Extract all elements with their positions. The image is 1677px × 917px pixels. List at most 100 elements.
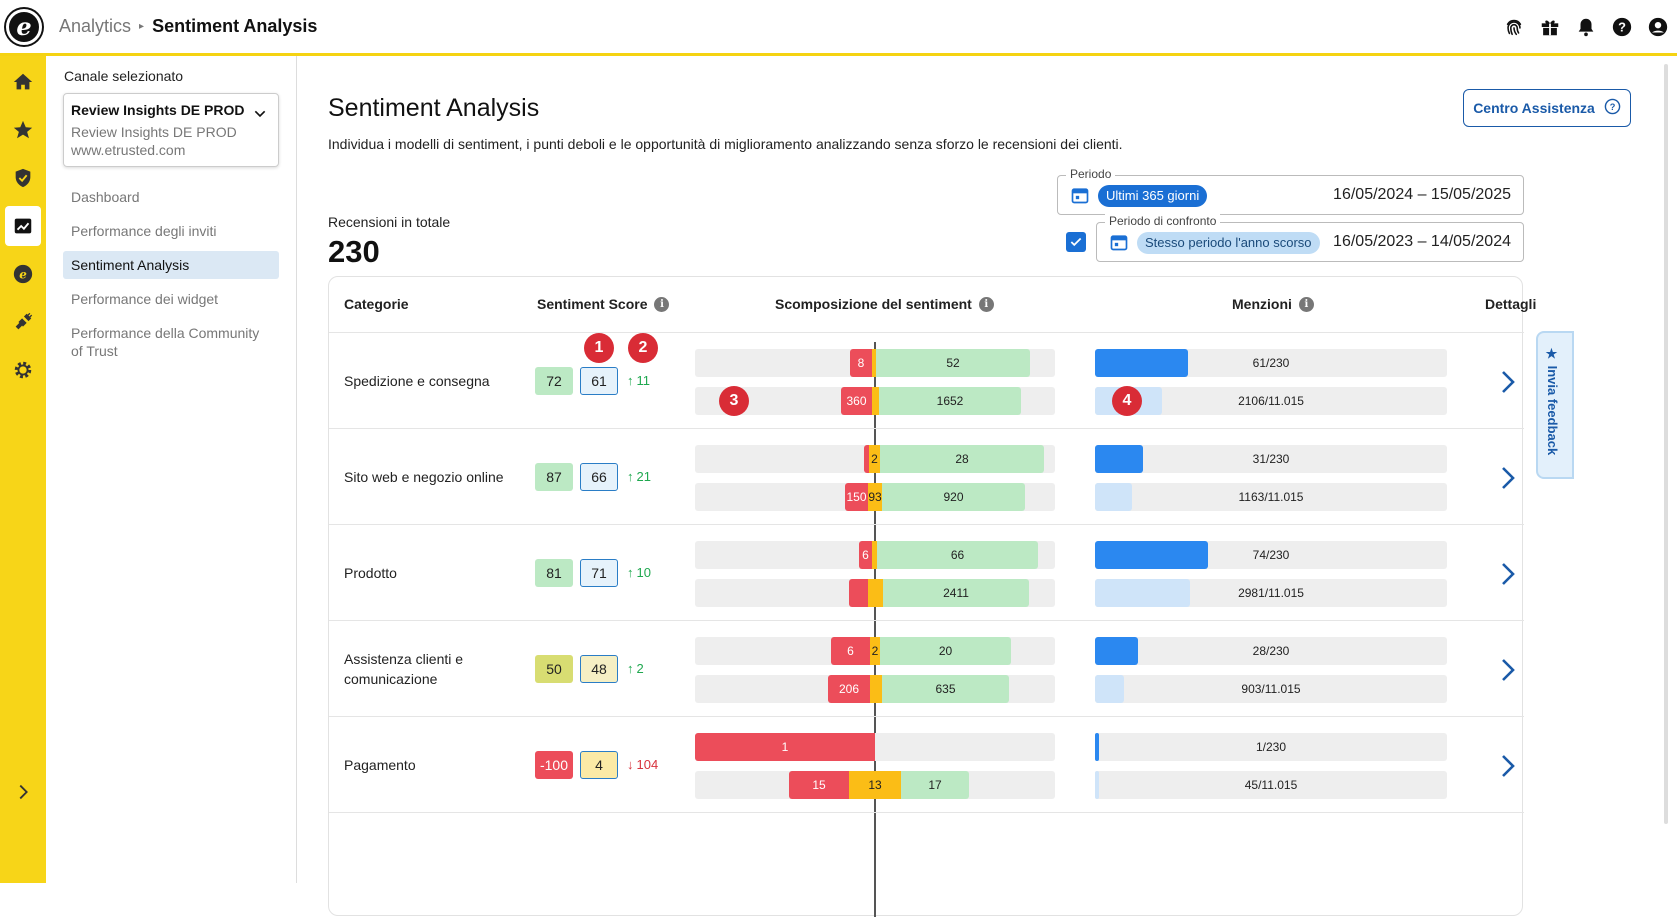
arrow-up-icon: ↑: [627, 565, 634, 580]
sidebar-item-widget-performance[interactable]: Performance dei widget: [71, 291, 219, 307]
trend-up: ↑ 11: [627, 373, 650, 388]
mentions-value: 2981/11.015: [1238, 586, 1304, 600]
compare-period-field[interactable]: Periodo di confronto Stesso periodo l'an…: [1096, 214, 1524, 262]
trend-up: ↑ 2: [627, 661, 644, 676]
page-description: Individua i modelli di sentiment, i punt…: [328, 136, 1123, 152]
category-name: Assistenza clienti e comunicazione: [344, 651, 464, 687]
info-icon[interactable]: i: [1298, 296, 1314, 312]
info-icon[interactable]: i: [978, 296, 994, 312]
sidebar-item-invite-performance[interactable]: Performance degli inviti: [71, 223, 217, 239]
page-scrollbar[interactable]: [1664, 64, 1668, 824]
etrusted-logo[interactable]: e: [6, 9, 42, 45]
neutral-segment: 2: [870, 637, 880, 665]
annotation-badge: 1: [584, 333, 614, 363]
compare-checkbox[interactable]: [1066, 232, 1086, 252]
positive-segment: 17: [901, 771, 969, 799]
details-chevron-icon[interactable]: [1499, 465, 1517, 496]
mentions-fill: [1095, 733, 1100, 761]
breakdown-bar-current: 6 66: [695, 541, 1055, 569]
page-title: Sentiment Analysis: [328, 94, 540, 122]
period-chip[interactable]: Ultimi 365 giorni: [1098, 185, 1208, 207]
star-icon[interactable]: [5, 110, 41, 150]
channel-url: www.etrusted.com: [71, 142, 186, 158]
svg-text:?: ?: [1618, 20, 1626, 35]
positive-segment: 52: [876, 349, 1030, 377]
primary-nav-rail: e: [0, 56, 46, 883]
trend-up: ↑ 21: [627, 469, 651, 484]
breadcrumb-analytics[interactable]: Analytics: [59, 16, 132, 36]
positive-segment: 28: [880, 445, 1044, 473]
feedback-tab[interactable]: ★ Invia feedback: [1536, 331, 1574, 479]
breakdown-bar-current: 2 28: [695, 445, 1055, 473]
shield-check-icon[interactable]: [5, 158, 41, 198]
question-circle-icon: ?: [1604, 98, 1621, 118]
mentions-fill: [1095, 445, 1143, 473]
chevron-down-icon[interactable]: [252, 106, 268, 127]
sentiment-score: 81: [535, 559, 573, 587]
svg-text:?: ?: [1610, 102, 1616, 112]
mentions-value: 45/11.015: [1244, 778, 1298, 792]
neutral-segment: [872, 541, 877, 569]
settings-icon[interactable]: [5, 350, 41, 390]
breakdown-bar-current: 6 2 20: [695, 637, 1055, 665]
negative-segment: 6: [859, 541, 872, 569]
account-icon[interactable]: [1645, 14, 1671, 40]
channel-selector[interactable]: Review Insights DE PROD Review Insights …: [63, 93, 279, 167]
mentions-value: 903/11.015: [1241, 682, 1301, 696]
sidebar-item-sentiment-analysis[interactable]: Sentiment Analysis: [63, 251, 279, 279]
help-center-label: Centro Assistenza: [1473, 100, 1595, 116]
mentions-value: 31/230: [1252, 452, 1290, 466]
info-icon[interactable]: i: [654, 296, 670, 312]
details-chevron-icon[interactable]: [1499, 561, 1517, 592]
breakdown-bar-compare: 15 13 17: [695, 771, 1055, 799]
mentions-bar-current: 74/230: [1095, 541, 1447, 569]
compare-chip[interactable]: Stesso periodo l'anno scorso: [1137, 232, 1320, 254]
channel-subtitle: Review Insights DE PROD: [71, 124, 237, 140]
sentiment-score-compare: 61: [580, 367, 618, 395]
plug-icon[interactable]: [5, 302, 41, 342]
mentions-fill: [1095, 637, 1138, 665]
gift-icon[interactable]: [1537, 14, 1563, 40]
trend-down: ↓ 104: [627, 757, 659, 772]
mentions-bar-compare: 45/11.015: [1095, 771, 1447, 799]
header-categories: Categorie: [344, 296, 409, 312]
help-icon[interactable]: ?: [1609, 14, 1635, 40]
positive-segment: 2411: [883, 579, 1029, 607]
arrow-up-icon: ↑: [627, 373, 634, 388]
period-field[interactable]: Periodo Ultimi 365 giorni 16/05/2024 – 1…: [1057, 167, 1524, 215]
total-reviews-value: 230: [328, 234, 380, 269]
negative-segment: 1: [695, 733, 875, 761]
sidebar-item-community-performance[interactable]: Performance della Community of Trust: [71, 325, 260, 359]
mentions-value: 1/230: [1255, 740, 1287, 754]
details-chevron-icon[interactable]: [1499, 657, 1517, 688]
table-row: Sito web e negozio online 87 66 ↑ 21 2 28…: [329, 428, 1524, 526]
chevron-right-icon[interactable]: [5, 772, 41, 812]
sidebar-nav: Dashboard Performance degli inviti Senti…: [63, 183, 279, 371]
home-icon[interactable]: [5, 62, 41, 102]
mentions-bar-current: 1/230: [1095, 733, 1447, 761]
etrusted-coin-icon[interactable]: e: [5, 254, 41, 294]
total-reviews-label: Recensioni in totale: [328, 214, 451, 230]
breadcrumb-separator-icon: ▸: [139, 21, 145, 32]
mentions-value: 1163/11.015: [1238, 490, 1304, 504]
sidebar-item-dashboard[interactable]: Dashboard: [71, 189, 140, 205]
mentions-fill: [1095, 541, 1209, 569]
analytics-icon[interactable]: [5, 206, 41, 246]
breakdown-bar-compare: 2411: [695, 579, 1055, 607]
secondary-sidebar: Canale selezionato Review Insights DE PR…: [46, 56, 297, 883]
positive-segment: 20: [880, 637, 1011, 665]
table-row: Pagamento -100 4 ↓ 104 1 15 13 17 1/230 4…: [329, 716, 1524, 814]
sentiment-score: -100: [535, 751, 573, 779]
bell-icon[interactable]: [1573, 14, 1599, 40]
header-sentiment-score: Sentiment Score i: [537, 296, 670, 312]
zero-axis-line: [874, 342, 876, 917]
details-chevron-icon[interactable]: [1499, 753, 1517, 784]
table-row: Assistenza clienti e comunicazione 50 48…: [329, 620, 1524, 718]
mentions-bar-current: 28/230: [1095, 637, 1447, 665]
help-center-button[interactable]: Centro Assistenza ?: [1463, 89, 1631, 127]
fingerprint-icon[interactable]: [1501, 14, 1527, 40]
channel-label: Canale selezionato: [64, 68, 184, 84]
table-row-divider: [329, 812, 1524, 814]
details-chevron-icon[interactable]: [1499, 369, 1517, 400]
neutral-segment: 13: [849, 771, 901, 799]
